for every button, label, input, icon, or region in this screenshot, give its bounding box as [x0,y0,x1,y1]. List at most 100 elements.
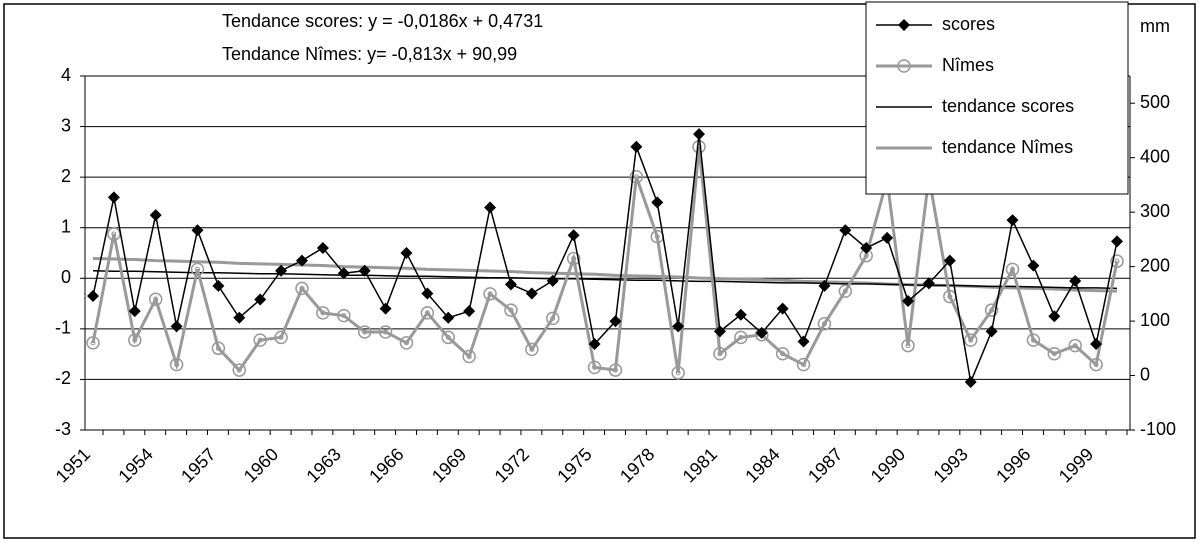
x-tick-label: 1990 [867,444,909,486]
point [902,295,915,308]
point [504,303,518,317]
y2-tick-label: -100 [1140,419,1176,439]
frame [3,3,1196,539]
point-center [174,362,180,368]
point [588,338,601,351]
point [337,267,350,280]
point [797,335,810,348]
point [149,209,162,222]
point [776,302,789,315]
y-tick-label: 3 [61,115,71,135]
x-tick-label: 1987 [804,444,846,486]
point [504,278,517,291]
point [399,336,414,350]
point [462,349,476,364]
point-center [132,337,138,343]
point [1027,259,1040,272]
y2-tick-label: 300 [1140,201,1170,221]
point [964,375,977,388]
point [1047,347,1062,361]
point [441,330,456,345]
point [211,341,226,356]
point-center [842,288,848,294]
x-tick-label: 1963 [303,444,345,486]
point-center [571,255,577,261]
x-tick-label: 1972 [491,444,533,486]
point-center [424,310,430,316]
point [357,325,372,339]
point [629,170,644,184]
point [1068,338,1082,353]
point [295,254,308,267]
y2-tick-label: 200 [1140,255,1170,275]
point-center [278,334,284,340]
point [860,241,873,254]
point [963,333,978,347]
point [275,264,288,277]
point [609,315,622,328]
point [254,293,267,306]
series-line [92,269,1118,290]
point [442,311,455,324]
point [295,281,309,296]
y-tick-label: -3 [55,419,71,439]
point [943,254,956,267]
point [169,357,184,372]
y-tick-label: 2 [61,166,71,186]
point [484,201,497,214]
point [984,303,999,317]
x-tick-label: 1960 [240,444,282,486]
point [86,336,100,350]
point [839,224,852,237]
point-center [90,340,96,346]
legend-label: Nîmes [942,55,994,75]
y2-axis-label: mm [1140,16,1170,36]
point [1069,274,1082,287]
point-center [445,334,451,340]
point-center [1114,258,1120,264]
y-tick-label: -1 [55,318,71,338]
x-tick-label: 1999 [1055,444,1097,486]
y-tick-label: -2 [55,368,71,388]
legend-box [865,1,1129,195]
y2-tick-label: 500 [1140,92,1170,112]
y-tick-label: 1 [61,216,71,236]
point [587,360,602,375]
point [148,292,163,307]
point-center [633,174,639,180]
point-center [299,285,305,291]
point-center [153,296,159,302]
point [755,326,768,339]
point-center [111,231,117,237]
point [608,363,623,377]
point [734,308,747,321]
point [128,305,141,318]
point-center [675,370,681,376]
point-center [529,346,535,352]
point [379,302,392,315]
legend-label: scores [942,14,995,34]
point [734,330,748,345]
point [316,241,329,254]
point-center [905,343,911,349]
point-center [383,329,389,335]
point [881,231,894,244]
point [483,287,497,301]
point [170,320,183,333]
point [567,229,580,242]
point [1090,338,1103,351]
y2-tick-label: 0 [1140,364,1150,384]
series-line [92,134,1118,385]
series-line [91,146,1119,374]
y2-tick-label: 100 [1140,310,1170,330]
x-tick-label: 1954 [114,444,156,486]
point [775,347,790,361]
point [818,279,831,292]
point [671,366,685,380]
point [420,306,435,320]
point [128,333,142,347]
y-tick-label: 0 [61,267,71,287]
point [525,342,539,357]
point [191,224,204,237]
